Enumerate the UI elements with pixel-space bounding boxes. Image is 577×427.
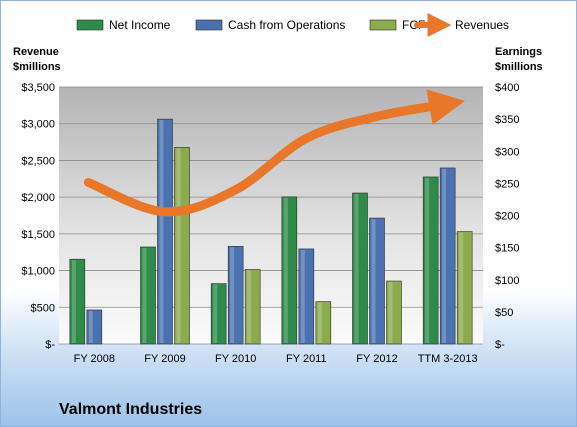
right-tick-label: $400 bbox=[495, 82, 519, 94]
left-axis-title-line1: Revenue bbox=[13, 46, 59, 58]
bar-net-income bbox=[281, 196, 298, 345]
chart-title: Valmont Industries bbox=[59, 401, 202, 418]
bar-cash-from-operations bbox=[439, 167, 456, 345]
x-tick-label: FY 2011 bbox=[286, 353, 327, 365]
revenue-line bbox=[83, 89, 465, 217]
left-axis-ticks: $- $500 $1,000 $1,500 $2,000 $2,500 $3,000 $3,5… bbox=[21, 82, 55, 351]
left-tick-label: $1,000 bbox=[21, 266, 55, 278]
right-axis-title-line2: $millions bbox=[495, 61, 543, 73]
x-tick-label: TTM 3-2013 bbox=[418, 353, 478, 365]
legend-swatch-fcf bbox=[369, 19, 397, 31]
legend-swatch-net-income bbox=[76, 19, 104, 31]
left-tick-label: $- bbox=[45, 339, 55, 351]
bars bbox=[69, 118, 473, 345]
left-axis-title-line2: $millions bbox=[13, 61, 61, 73]
right-tick-label: $300 bbox=[495, 146, 519, 158]
revenue-line-layer bbox=[83, 89, 465, 217]
bar-highlight bbox=[230, 247, 235, 343]
bar-highlight bbox=[442, 168, 447, 343]
bar-fcf bbox=[386, 280, 402, 345]
legend-label: FCF bbox=[402, 18, 425, 32]
legend-label: Revenues bbox=[455, 18, 509, 32]
bar-fcf bbox=[174, 147, 190, 345]
bar-highlight bbox=[213, 284, 218, 343]
bar-highlight bbox=[247, 270, 252, 343]
right-tick-label: $350 bbox=[495, 114, 519, 126]
legend: Net Income Cash from Operations FCF Revenue… bbox=[76, 13, 509, 37]
right-tick-label: $50 bbox=[495, 307, 513, 319]
x-tick-label: FY 2010 bbox=[215, 353, 256, 365]
right-tick-label: $250 bbox=[495, 178, 519, 190]
bar-net-income bbox=[140, 246, 156, 345]
bar-highlight bbox=[142, 247, 147, 343]
x-axis-ticks: FY 2008 FY 2009 FY 2010 FY 2011 FY 2012 TTM 3… bbox=[74, 353, 478, 365]
bar-cash-from-operations bbox=[86, 309, 103, 345]
right-tick-label: $150 bbox=[495, 243, 519, 255]
bar-net-income bbox=[210, 283, 227, 345]
bar-fcf bbox=[244, 269, 261, 345]
right-tick-label: $100 bbox=[495, 275, 519, 287]
right-axis-ticks: $- $50 $100 $150 $200 $250 $300 $350 $400 bbox=[495, 82, 519, 351]
bar-net-income bbox=[69, 258, 86, 345]
bar-highlight bbox=[388, 282, 393, 343]
bar-cash-from-operations bbox=[298, 248, 315, 345]
right-tick-label: $200 bbox=[495, 211, 519, 223]
bar-cash-from-operations bbox=[369, 217, 385, 345]
bar-cash-from-operations bbox=[157, 118, 173, 345]
bar-highlight bbox=[459, 232, 464, 343]
bar-fcf bbox=[456, 231, 473, 345]
gridlines bbox=[59, 86, 483, 345]
bar-highlight bbox=[71, 260, 76, 343]
bar-highlight bbox=[317, 302, 322, 343]
left-tick-label: $500 bbox=[31, 302, 55, 314]
bar-fcf bbox=[315, 301, 332, 345]
left-tick-label: $2,500 bbox=[21, 155, 55, 167]
bar-highlight bbox=[283, 197, 288, 343]
bar-highlight bbox=[159, 120, 164, 343]
right-tick-label: $- bbox=[495, 339, 505, 351]
x-tick-label: FY 2008 bbox=[74, 353, 115, 365]
bar-highlight bbox=[176, 148, 181, 343]
bar-highlight bbox=[371, 219, 376, 343]
bar-highlight bbox=[300, 249, 305, 343]
bar-net-income bbox=[422, 176, 439, 345]
left-tick-label: $1,500 bbox=[21, 229, 55, 241]
plot-area bbox=[59, 87, 483, 344]
bar-net-income bbox=[352, 192, 368, 345]
legend-swatch-cash-from-operations bbox=[195, 19, 223, 31]
bar-cash-from-operations bbox=[227, 246, 244, 345]
bar-highlight bbox=[354, 194, 359, 343]
bar-highlight bbox=[425, 177, 430, 343]
left-tick-label: $3,500 bbox=[21, 82, 55, 94]
bar-highlight bbox=[88, 310, 93, 343]
right-axis-title-line1: Earnings bbox=[495, 46, 542, 58]
left-tick-label: $3,000 bbox=[21, 119, 55, 131]
x-tick-label: FY 2009 bbox=[144, 353, 185, 365]
x-tick-label: FY 2012 bbox=[356, 353, 397, 365]
legend-label: Net Income bbox=[109, 18, 171, 32]
legend-label: Cash from Operations bbox=[228, 18, 345, 32]
left-tick-label: $2,000 bbox=[21, 192, 55, 204]
